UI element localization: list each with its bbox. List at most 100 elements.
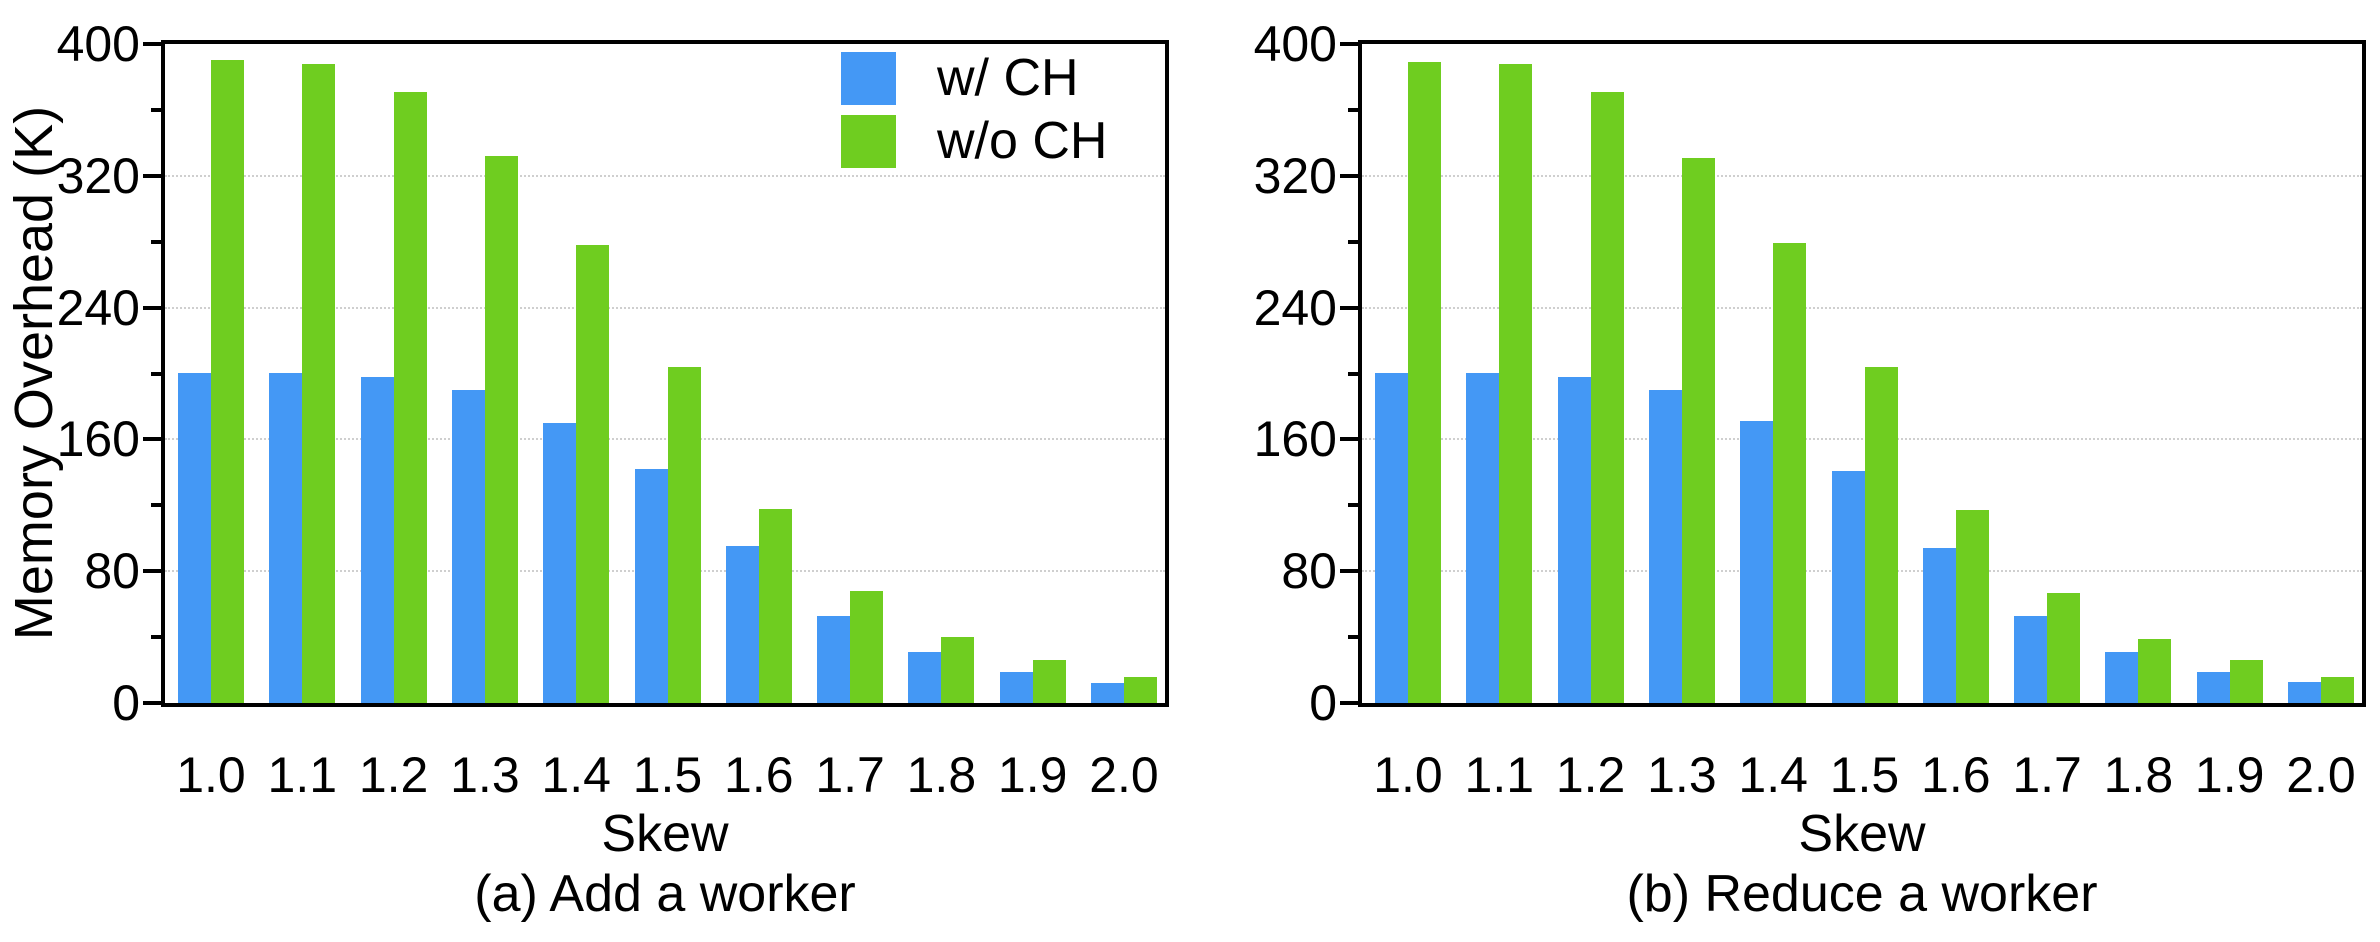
x-tick-label: 1.7: [2012, 747, 2082, 803]
x-tick-label: 1.7: [815, 747, 885, 803]
y-major-tick: [143, 569, 161, 574]
bar-w-ch-1.5: [634, 469, 668, 703]
bar-w-ch-1.6: [1922, 548, 1956, 703]
y-tick-label: 80: [1281, 543, 1337, 600]
bar-w-ch-1.9: [999, 672, 1033, 703]
x-axis-title: Skew: [601, 805, 729, 863]
x-tick-label: 1.1: [1464, 747, 1535, 803]
y-tick-label: 0: [1309, 675, 1337, 731]
y-tick-label: 320: [1253, 147, 1337, 204]
bar-wo-ch-1.1: [302, 64, 336, 703]
y-minor-tick: [1348, 107, 1358, 112]
bar-wo-ch-1.2: [1590, 92, 1624, 703]
y-major-tick: [1340, 173, 1358, 178]
bar-wo-ch-1.5: [1864, 367, 1898, 703]
y-minor-tick: [1348, 503, 1358, 508]
y-gridline: [165, 306, 1165, 309]
y-gridline: [165, 174, 1165, 177]
bar-w-ch-2.0: [1091, 683, 1124, 703]
bar-w-ch-1.4: [543, 423, 577, 703]
bar-wo-ch-1.1: [1499, 64, 1533, 703]
y-tick-label: 320: [56, 147, 140, 204]
bar-w-ch-2.0: [2288, 682, 2321, 703]
y-major-tick: [143, 173, 161, 178]
legend-label-w-ch: w/ CH: [937, 49, 1079, 107]
y-major-tick: [1340, 437, 1358, 442]
x-tick-label: 1.9: [2194, 747, 2265, 803]
bar-w-ch-1.4: [1740, 421, 1774, 703]
bar-w-ch-1.3: [451, 390, 485, 703]
bar-w-ch-1.0: [1375, 373, 1408, 703]
bar-wo-ch-1.3: [484, 156, 518, 703]
panel-caption: (a) Add a worker: [474, 865, 856, 923]
x-tick-label: 2.0: [1089, 747, 1159, 803]
y-gridline: [1362, 306, 2362, 309]
x-tick-label: 1.8: [2103, 747, 2174, 803]
bar-w-ch-1.3: [1648, 390, 1682, 703]
y-major-tick: [1340, 305, 1358, 310]
bar-wo-ch-1.9: [2229, 660, 2263, 703]
bar-wo-ch-1.0: [211, 60, 244, 703]
x-tick-label: 1.3: [450, 747, 520, 803]
bar-wo-ch-1.7: [850, 591, 884, 703]
x-axis-title: Skew: [1798, 805, 1926, 863]
bar-w-ch-1.8: [908, 652, 942, 703]
bar-w-ch-1.2: [1557, 377, 1591, 703]
y-tick-label: 240: [1253, 279, 1337, 336]
y-tick-label: 80: [84, 543, 140, 600]
x-tick-label: 1.2: [1555, 747, 1626, 803]
legend-item-w-ch: w/ CH: [841, 52, 1107, 105]
y-minor-tick: [1348, 635, 1358, 640]
x-tick-label: 1.6: [724, 747, 794, 803]
bar-w-ch-1.1: [269, 373, 303, 703]
bar-wo-ch-1.4: [576, 245, 610, 703]
bar-w-ch-1.7: [817, 616, 851, 703]
y-minor-tick: [1348, 239, 1358, 244]
bar-wo-ch-1.6: [1955, 510, 1989, 703]
bar-w-ch-1.2: [360, 377, 394, 703]
x-tick-label: 1.0: [1373, 747, 1443, 803]
legend-item-wo-ch: w/o CH: [841, 115, 1107, 168]
bar-wo-ch-1.4: [1773, 243, 1807, 703]
y-gridline: [165, 438, 1165, 441]
bar-w-ch-1.5: [1831, 471, 1865, 703]
y-major-tick: [143, 701, 161, 705]
y-tick-label: 160: [1253, 411, 1337, 468]
y-gridline: [1362, 438, 2362, 441]
y-minor-tick: [1348, 371, 1358, 376]
bar-wo-ch-1.6: [758, 509, 792, 703]
y-minor-tick: [151, 239, 161, 244]
y-major-tick: [1340, 42, 1358, 46]
y-major-tick: [143, 305, 161, 310]
legend-swatch-wo-ch: [841, 115, 896, 168]
bar-w-ch-1.7: [2014, 616, 2048, 703]
x-tick-label: 1.3: [1647, 747, 1717, 803]
panel-reduce-worker: 0 80 160 240 320 400 1.0 1.1 1.2 1.3 1.4 1.5 1.6 1.7…: [1197, 0, 2380, 942]
bar-w-ch-1.6: [725, 546, 759, 703]
panel-add-worker: Memory Overhead (K) 0 80 160 240 320 400 w/ C…: [4, 16, 1169, 923]
bar-wo-ch-2.0: [2321, 677, 2354, 703]
bar-wo-ch-1.8: [2138, 639, 2172, 703]
bar-wo-ch-1.7: [2047, 593, 2081, 703]
plot-canvas: [1362, 44, 2362, 703]
y-major-tick: [143, 437, 161, 442]
x-tick-label: 1.5: [1829, 747, 1900, 803]
y-minor-tick: [151, 503, 161, 508]
bar-wo-ch-1.8: [941, 637, 975, 703]
x-tick-label: 1.4: [1738, 747, 1808, 803]
x-tick-label: 2.0: [2286, 747, 2356, 803]
x-tick-label: 1.1: [267, 747, 338, 803]
y-minor-tick: [151, 371, 161, 376]
y-major-tick: [1340, 701, 1358, 705]
y-tick-label: 400: [1253, 16, 1337, 72]
panel-caption: (b) Reduce a worker: [1626, 865, 2098, 923]
x-tick-label: 1.8: [906, 747, 977, 803]
bar-wo-ch-1.5: [667, 367, 701, 703]
bar-wo-ch-1.3: [1681, 158, 1715, 703]
y-tick-label: 400: [56, 16, 140, 72]
y-minor-tick: [151, 635, 161, 640]
x-tick-label: 1.9: [997, 747, 1068, 803]
bar-w-ch-1.8: [2105, 652, 2139, 703]
plot-canvas: w/ CH w/o CH: [165, 44, 1165, 703]
